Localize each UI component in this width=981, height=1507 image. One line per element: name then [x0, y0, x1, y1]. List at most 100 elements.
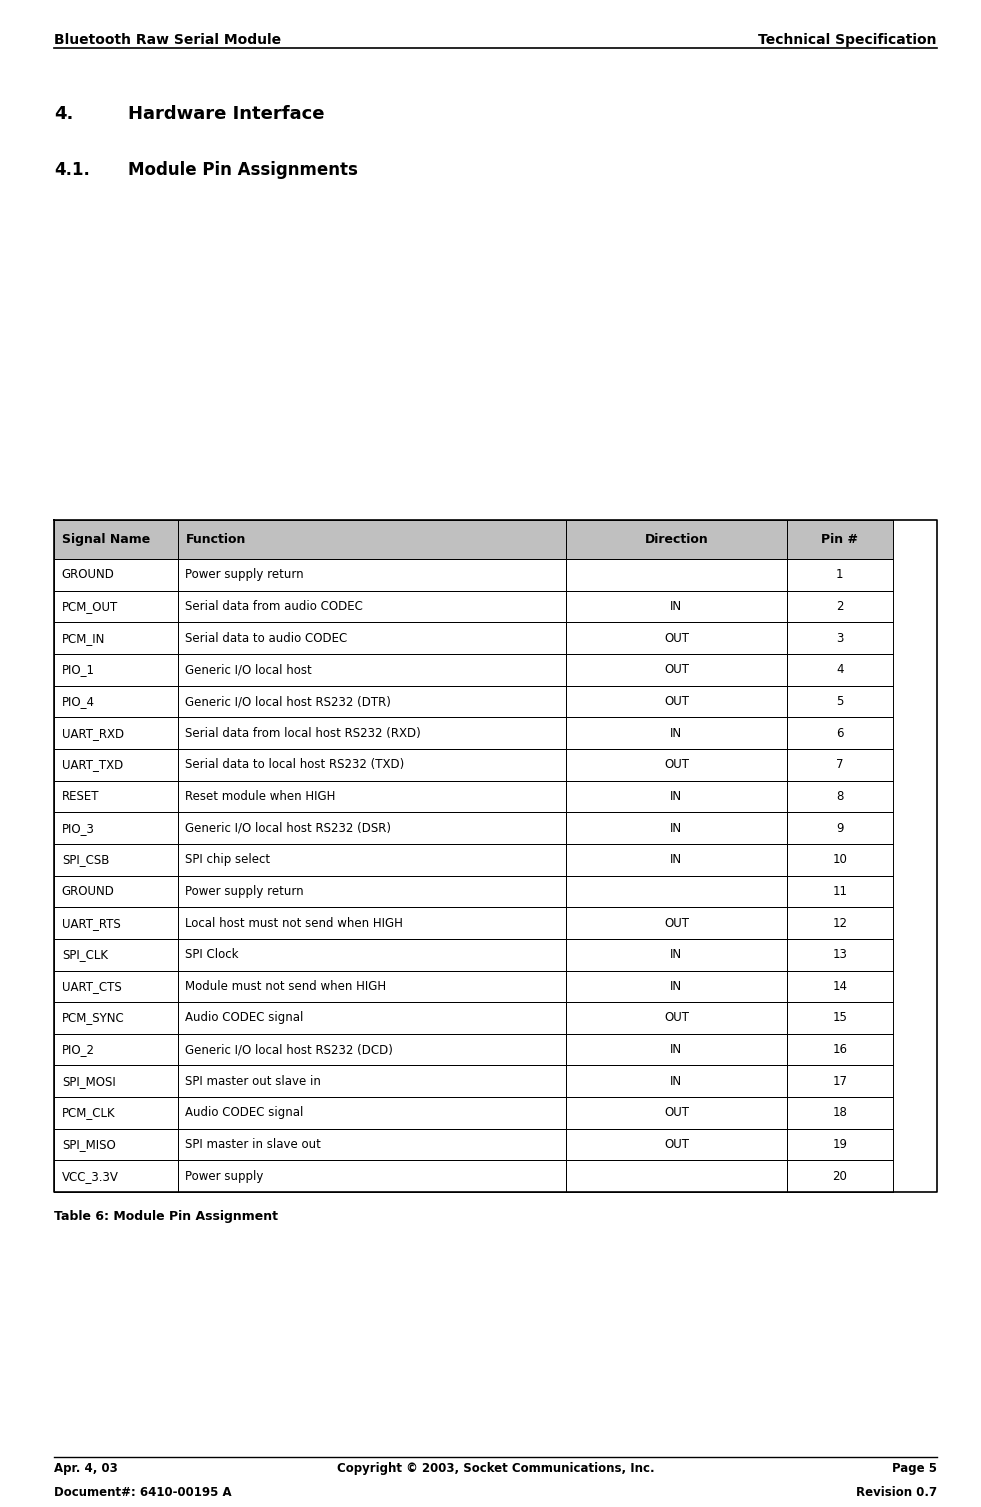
Text: 3: 3	[836, 631, 844, 645]
Bar	[566, 749, 787, 781]
Text: Table 6: Module Pin Assignment: Table 6: Module Pin Assignment	[54, 1210, 278, 1224]
Bar	[566, 559, 787, 591]
Bar	[566, 907, 787, 939]
Text: Serial data from audio CODEC: Serial data from audio CODEC	[185, 600, 363, 613]
Text: Local host must not send when HIGH: Local host must not send when HIGH	[185, 916, 403, 930]
Text: Bluetooth Raw Serial Module: Bluetooth Raw Serial Module	[54, 33, 282, 47]
Bar	[787, 812, 893, 844]
Text: IN: IN	[670, 980, 683, 993]
Text: 18: 18	[832, 1106, 848, 1120]
Bar	[178, 1129, 566, 1160]
Bar	[787, 844, 893, 876]
Bar	[178, 654, 566, 686]
Bar	[178, 749, 566, 781]
Text: Power supply: Power supply	[185, 1169, 264, 1183]
Bar	[787, 907, 893, 939]
Text: Document#: 6410-00195 A: Document#: 6410-00195 A	[54, 1486, 232, 1499]
Bar	[54, 812, 178, 844]
Text: SPI master in slave out: SPI master in slave out	[185, 1138, 322, 1151]
Text: Power supply return: Power supply return	[185, 568, 304, 582]
Bar	[787, 1034, 893, 1065]
Bar	[787, 1160, 893, 1192]
Text: UART_RTS: UART_RTS	[62, 916, 121, 930]
Bar	[566, 520, 787, 559]
Text: GROUND: GROUND	[62, 885, 115, 898]
Text: PCM_OUT: PCM_OUT	[62, 600, 118, 613]
Text: 11: 11	[832, 885, 848, 898]
Bar	[178, 520, 566, 559]
Text: IN: IN	[670, 948, 683, 961]
Bar	[178, 717, 566, 749]
Bar	[787, 939, 893, 971]
Text: 12: 12	[832, 916, 848, 930]
Bar	[54, 1129, 178, 1160]
Bar	[566, 812, 787, 844]
Bar	[787, 1002, 893, 1034]
Bar	[787, 876, 893, 907]
Bar	[54, 939, 178, 971]
Text: OUT: OUT	[664, 663, 689, 677]
Bar	[787, 622, 893, 654]
Text: Generic I/O local host: Generic I/O local host	[185, 663, 312, 677]
Bar	[787, 1097, 893, 1129]
Bar	[54, 1002, 178, 1034]
Bar	[54, 686, 178, 717]
Bar	[787, 1129, 893, 1160]
Bar	[178, 591, 566, 622]
Text: Serial data from local host RS232 (RXD): Serial data from local host RS232 (RXD)	[185, 726, 421, 740]
Bar	[54, 749, 178, 781]
Bar	[178, 939, 566, 971]
Text: 2: 2	[836, 600, 844, 613]
Bar	[178, 559, 566, 591]
Bar	[178, 1097, 566, 1129]
Bar	[178, 1160, 566, 1192]
Text: 20: 20	[832, 1169, 848, 1183]
Text: 4.: 4.	[54, 105, 74, 124]
Bar	[54, 717, 178, 749]
Text: Serial data to audio CODEC: Serial data to audio CODEC	[185, 631, 347, 645]
Bar	[787, 1065, 893, 1097]
Text: IN: IN	[670, 1074, 683, 1088]
Text: OUT: OUT	[664, 1138, 689, 1151]
Text: IN: IN	[670, 1043, 683, 1056]
Bar	[54, 1065, 178, 1097]
Text: SPI master out slave in: SPI master out slave in	[185, 1074, 322, 1088]
Text: Power supply return: Power supply return	[185, 885, 304, 898]
Text: Hardware Interface: Hardware Interface	[128, 105, 324, 124]
Text: SPI_CSB: SPI_CSB	[62, 853, 109, 867]
Bar	[178, 1034, 566, 1065]
Text: PCM_CLK: PCM_CLK	[62, 1106, 116, 1120]
Text: OUT: OUT	[664, 916, 689, 930]
Text: IN: IN	[670, 790, 683, 803]
Text: Generic I/O local host RS232 (DTR): Generic I/O local host RS232 (DTR)	[185, 695, 391, 708]
Text: PIO_3: PIO_3	[62, 821, 95, 835]
Text: Page 5: Page 5	[892, 1462, 937, 1475]
Text: Revision 0.7: Revision 0.7	[855, 1486, 937, 1499]
Bar	[178, 907, 566, 939]
Text: Technical Specification: Technical Specification	[758, 33, 937, 47]
Bar	[54, 876, 178, 907]
Text: PIO_4: PIO_4	[62, 695, 95, 708]
Bar	[54, 1097, 178, 1129]
Bar	[566, 654, 787, 686]
Bar	[787, 971, 893, 1002]
Text: Pin #: Pin #	[821, 533, 858, 546]
Bar	[54, 591, 178, 622]
Bar	[566, 1065, 787, 1097]
Text: OUT: OUT	[664, 631, 689, 645]
Bar	[54, 907, 178, 939]
Text: 9: 9	[836, 821, 844, 835]
Bar	[178, 876, 566, 907]
Bar	[566, 1129, 787, 1160]
Text: OUT: OUT	[664, 758, 689, 772]
Text: UART_TXD: UART_TXD	[62, 758, 123, 772]
Bar	[178, 1002, 566, 1034]
Bar	[54, 520, 178, 559]
Text: OUT: OUT	[664, 1106, 689, 1120]
Text: SPI_MISO: SPI_MISO	[62, 1138, 116, 1151]
Text: 17: 17	[832, 1074, 848, 1088]
Text: 6: 6	[836, 726, 844, 740]
Text: SPI chip select: SPI chip select	[185, 853, 271, 867]
Bar	[54, 1034, 178, 1065]
Text: 16: 16	[832, 1043, 848, 1056]
